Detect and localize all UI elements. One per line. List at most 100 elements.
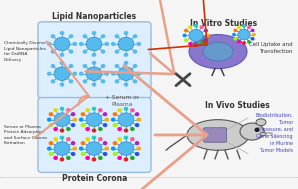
Circle shape xyxy=(118,128,121,130)
Circle shape xyxy=(136,124,139,126)
Circle shape xyxy=(73,43,76,45)
Circle shape xyxy=(243,42,245,44)
Circle shape xyxy=(83,50,87,53)
Circle shape xyxy=(83,80,87,83)
Circle shape xyxy=(49,124,52,126)
Text: In Vivo Studies: In Vivo Studies xyxy=(205,101,269,110)
Circle shape xyxy=(137,147,140,150)
Circle shape xyxy=(113,124,117,126)
Text: In Vitro Studies: In Vitro Studies xyxy=(190,19,257,28)
Circle shape xyxy=(86,67,102,81)
Circle shape xyxy=(234,29,237,31)
Circle shape xyxy=(136,142,139,145)
Circle shape xyxy=(48,43,51,45)
Circle shape xyxy=(92,129,96,132)
FancyBboxPatch shape xyxy=(204,128,226,142)
Circle shape xyxy=(137,43,140,45)
Circle shape xyxy=(49,113,52,116)
Circle shape xyxy=(73,72,76,75)
Circle shape xyxy=(251,29,254,31)
Circle shape xyxy=(111,147,115,150)
Circle shape xyxy=(105,72,108,75)
Circle shape xyxy=(206,34,209,37)
Circle shape xyxy=(60,53,63,56)
Text: + Serum or
Plasma: + Serum or Plasma xyxy=(105,95,139,107)
Circle shape xyxy=(238,29,250,40)
Circle shape xyxy=(115,35,119,38)
Ellipse shape xyxy=(187,120,249,150)
Circle shape xyxy=(233,33,235,36)
Circle shape xyxy=(111,118,115,121)
Ellipse shape xyxy=(189,35,247,69)
Text: Cell Uptake and
Transfection: Cell Uptake and Transfection xyxy=(249,42,293,54)
Circle shape xyxy=(136,153,139,155)
Circle shape xyxy=(238,26,240,28)
Circle shape xyxy=(204,29,207,32)
Circle shape xyxy=(83,65,87,67)
Circle shape xyxy=(60,61,63,64)
Circle shape xyxy=(131,128,134,130)
Circle shape xyxy=(72,142,75,145)
Circle shape xyxy=(115,65,119,67)
Circle shape xyxy=(103,124,107,126)
Circle shape xyxy=(73,147,76,150)
Circle shape xyxy=(103,153,107,155)
Circle shape xyxy=(136,113,139,116)
Circle shape xyxy=(92,61,96,64)
Circle shape xyxy=(101,50,105,53)
Circle shape xyxy=(137,118,140,121)
Circle shape xyxy=(51,80,55,83)
Circle shape xyxy=(124,136,128,139)
Circle shape xyxy=(67,157,70,159)
Circle shape xyxy=(83,35,87,38)
Circle shape xyxy=(253,33,255,36)
Circle shape xyxy=(54,109,57,112)
Circle shape xyxy=(118,138,121,141)
FancyBboxPatch shape xyxy=(38,98,151,172)
Circle shape xyxy=(86,128,89,130)
Circle shape xyxy=(204,39,207,42)
Text: Lipid Nanoparticles: Lipid Nanoparticles xyxy=(52,12,136,21)
Circle shape xyxy=(60,158,63,161)
Circle shape xyxy=(189,43,192,45)
Circle shape xyxy=(81,124,85,126)
Circle shape xyxy=(51,65,55,67)
FancyBboxPatch shape xyxy=(38,22,151,98)
Circle shape xyxy=(48,72,51,75)
Circle shape xyxy=(99,128,102,130)
Circle shape xyxy=(255,128,259,131)
Circle shape xyxy=(105,118,108,121)
Circle shape xyxy=(80,147,83,150)
Circle shape xyxy=(51,50,55,53)
Circle shape xyxy=(99,138,102,141)
Circle shape xyxy=(92,32,96,34)
Circle shape xyxy=(101,80,105,83)
Circle shape xyxy=(60,32,63,34)
Circle shape xyxy=(67,128,70,130)
Circle shape xyxy=(189,26,192,28)
Circle shape xyxy=(103,113,107,116)
Circle shape xyxy=(124,32,128,34)
Circle shape xyxy=(251,38,254,40)
Circle shape xyxy=(69,80,73,83)
Circle shape xyxy=(48,118,51,121)
Circle shape xyxy=(131,109,134,112)
Circle shape xyxy=(113,113,117,116)
Circle shape xyxy=(86,138,89,141)
Circle shape xyxy=(101,35,105,38)
Circle shape xyxy=(243,25,245,27)
Circle shape xyxy=(99,157,102,159)
Circle shape xyxy=(49,153,52,155)
Circle shape xyxy=(73,118,76,121)
Circle shape xyxy=(92,136,96,139)
Circle shape xyxy=(111,43,115,45)
Circle shape xyxy=(248,41,250,43)
Circle shape xyxy=(134,65,137,67)
Circle shape xyxy=(54,37,70,51)
Circle shape xyxy=(134,50,137,53)
Ellipse shape xyxy=(203,42,233,61)
Circle shape xyxy=(195,25,198,27)
Circle shape xyxy=(115,80,119,83)
Circle shape xyxy=(54,138,57,141)
Circle shape xyxy=(118,142,134,155)
